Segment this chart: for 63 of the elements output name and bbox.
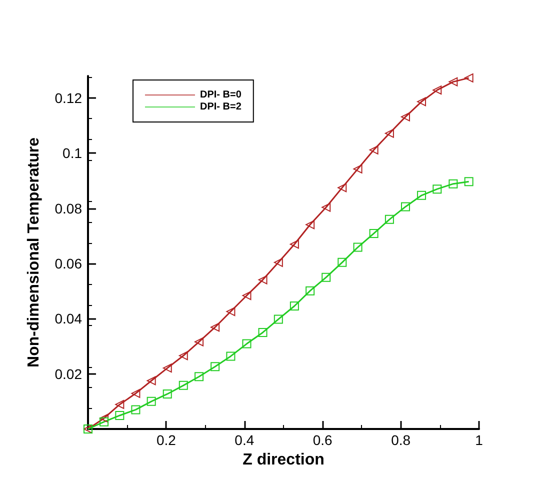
y-tick-label: 0.12 (54, 90, 82, 106)
y-tick-label: 0.04 (54, 310, 82, 327)
point (194, 372, 204, 382)
point (306, 286, 315, 296)
point (322, 272, 331, 282)
point (131, 388, 140, 398)
x-tick-label: 1 (475, 432, 484, 448)
point (432, 86, 442, 95)
point (432, 184, 442, 194)
point (162, 364, 172, 373)
point (369, 145, 378, 154)
point (464, 73, 474, 82)
point (306, 220, 315, 230)
point (290, 240, 299, 249)
point (400, 112, 410, 122)
point (448, 77, 458, 86)
point (226, 307, 236, 316)
x-tick-label: 0.8 (391, 432, 411, 448)
point (178, 380, 188, 390)
point (369, 228, 378, 238)
point (115, 410, 124, 420)
point (100, 417, 109, 426)
legend-label: DPI- B=2 (200, 102, 242, 112)
point (194, 337, 204, 346)
point (338, 183, 347, 192)
y-axis-title: Non-dimensional Temperature (26, 137, 42, 368)
point (242, 339, 252, 348)
point (258, 328, 268, 337)
point (210, 362, 220, 372)
point (242, 291, 252, 300)
point (162, 389, 172, 398)
point (100, 414, 109, 423)
x-tick-label: 0.4 (234, 432, 254, 448)
point (290, 302, 299, 310)
point (178, 351, 188, 360)
legend-label: DPI- B=0 (200, 90, 242, 100)
y-tick-label: 0.08 (54, 200, 82, 216)
point (146, 376, 156, 386)
point (258, 275, 268, 284)
point (274, 258, 283, 267)
point (400, 202, 410, 212)
point (353, 164, 362, 174)
point (448, 179, 458, 188)
point (464, 177, 474, 186)
point (417, 190, 426, 200)
point (384, 214, 394, 224)
point (417, 97, 426, 106)
y-tick-label: 0.06 (54, 256, 82, 272)
y-tick-label: 0.02 (54, 366, 82, 382)
point (115, 400, 124, 409)
x-tick-label: 0.2 (156, 432, 176, 448)
point (322, 202, 331, 212)
point (338, 258, 347, 267)
point (210, 322, 220, 332)
y-tick-label: 0.1 (62, 145, 82, 162)
point (131, 405, 140, 414)
point (226, 352, 236, 361)
point (146, 396, 156, 406)
point (384, 128, 394, 138)
point (353, 242, 362, 252)
x-tick-label: 0.6 (312, 432, 333, 448)
point (274, 314, 283, 324)
x-axis-title: Z direction (242, 451, 324, 468)
